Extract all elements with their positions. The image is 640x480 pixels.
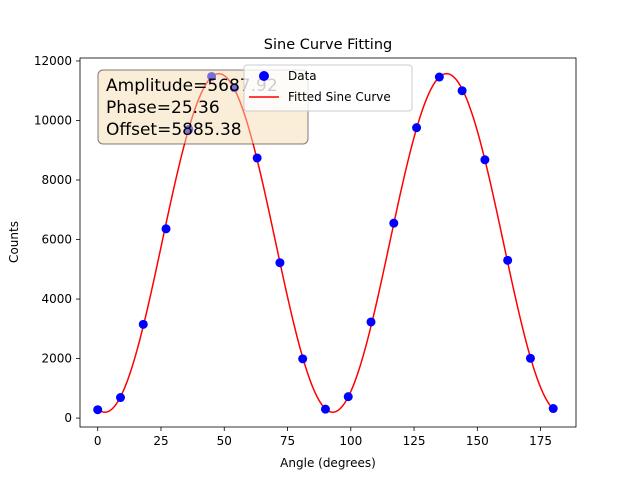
legend-box bbox=[243, 64, 413, 112]
x-tick-label: 50 bbox=[217, 434, 232, 448]
data-point bbox=[320, 404, 330, 414]
x-axis-title: Angle (degrees) bbox=[280, 456, 376, 470]
data-point bbox=[275, 258, 285, 268]
axes: 0 25 50 75 100 125 150 175 0 2000 4000 6000 8000 1000… bbox=[34, 54, 577, 448]
y-tick-label: 4000 bbox=[41, 292, 72, 306]
data-point bbox=[298, 354, 308, 364]
y-tick-label: 6000 bbox=[41, 233, 72, 247]
data-point bbox=[503, 255, 513, 265]
x-tick-label: 75 bbox=[280, 434, 295, 448]
data-point bbox=[525, 353, 535, 363]
y-tick-label: 8000 bbox=[41, 173, 72, 187]
data-point bbox=[93, 405, 103, 415]
data-point bbox=[412, 123, 422, 133]
x-tick-label: 150 bbox=[466, 434, 489, 448]
chart-title: Sine Curve Fitting bbox=[264, 37, 392, 53]
annotation-phase: Phase=25.36 bbox=[106, 98, 220, 118]
legend: Data Fitted Sine Curve bbox=[243, 64, 413, 112]
data-point bbox=[161, 224, 171, 234]
x-tick-label: 100 bbox=[339, 434, 362, 448]
x-tick-label: 0 bbox=[94, 434, 102, 448]
data-point bbox=[480, 155, 490, 165]
annotation-amplitude: Amplitude=5687.92 bbox=[106, 76, 278, 96]
x-tick-label: 175 bbox=[529, 434, 552, 448]
data-point bbox=[366, 317, 376, 327]
data-point bbox=[343, 392, 353, 402]
annotation-offset: Offset=5885.38 bbox=[106, 120, 242, 140]
x-tick-label: 25 bbox=[153, 434, 168, 448]
data-point bbox=[457, 86, 467, 96]
legend-data-marker bbox=[259, 71, 269, 81]
y-axis-title: Counts bbox=[7, 221, 21, 263]
y-tick-label: 12000 bbox=[34, 54, 72, 68]
legend-label-data: Data bbox=[288, 69, 317, 83]
y-tick-label: 0 bbox=[64, 411, 72, 425]
y-tick-label: 2000 bbox=[41, 352, 72, 366]
legend-label-fit: Fitted Sine Curve bbox=[288, 90, 391, 104]
data-point bbox=[434, 72, 444, 82]
x-tick-label: 125 bbox=[403, 434, 426, 448]
data-point bbox=[389, 218, 399, 228]
data-point bbox=[138, 319, 148, 329]
y-tick-label: 10000 bbox=[34, 113, 72, 127]
data-point bbox=[548, 404, 558, 414]
plot-frame bbox=[79, 57, 577, 428]
data-point bbox=[252, 153, 262, 163]
data-point bbox=[115, 393, 125, 403]
